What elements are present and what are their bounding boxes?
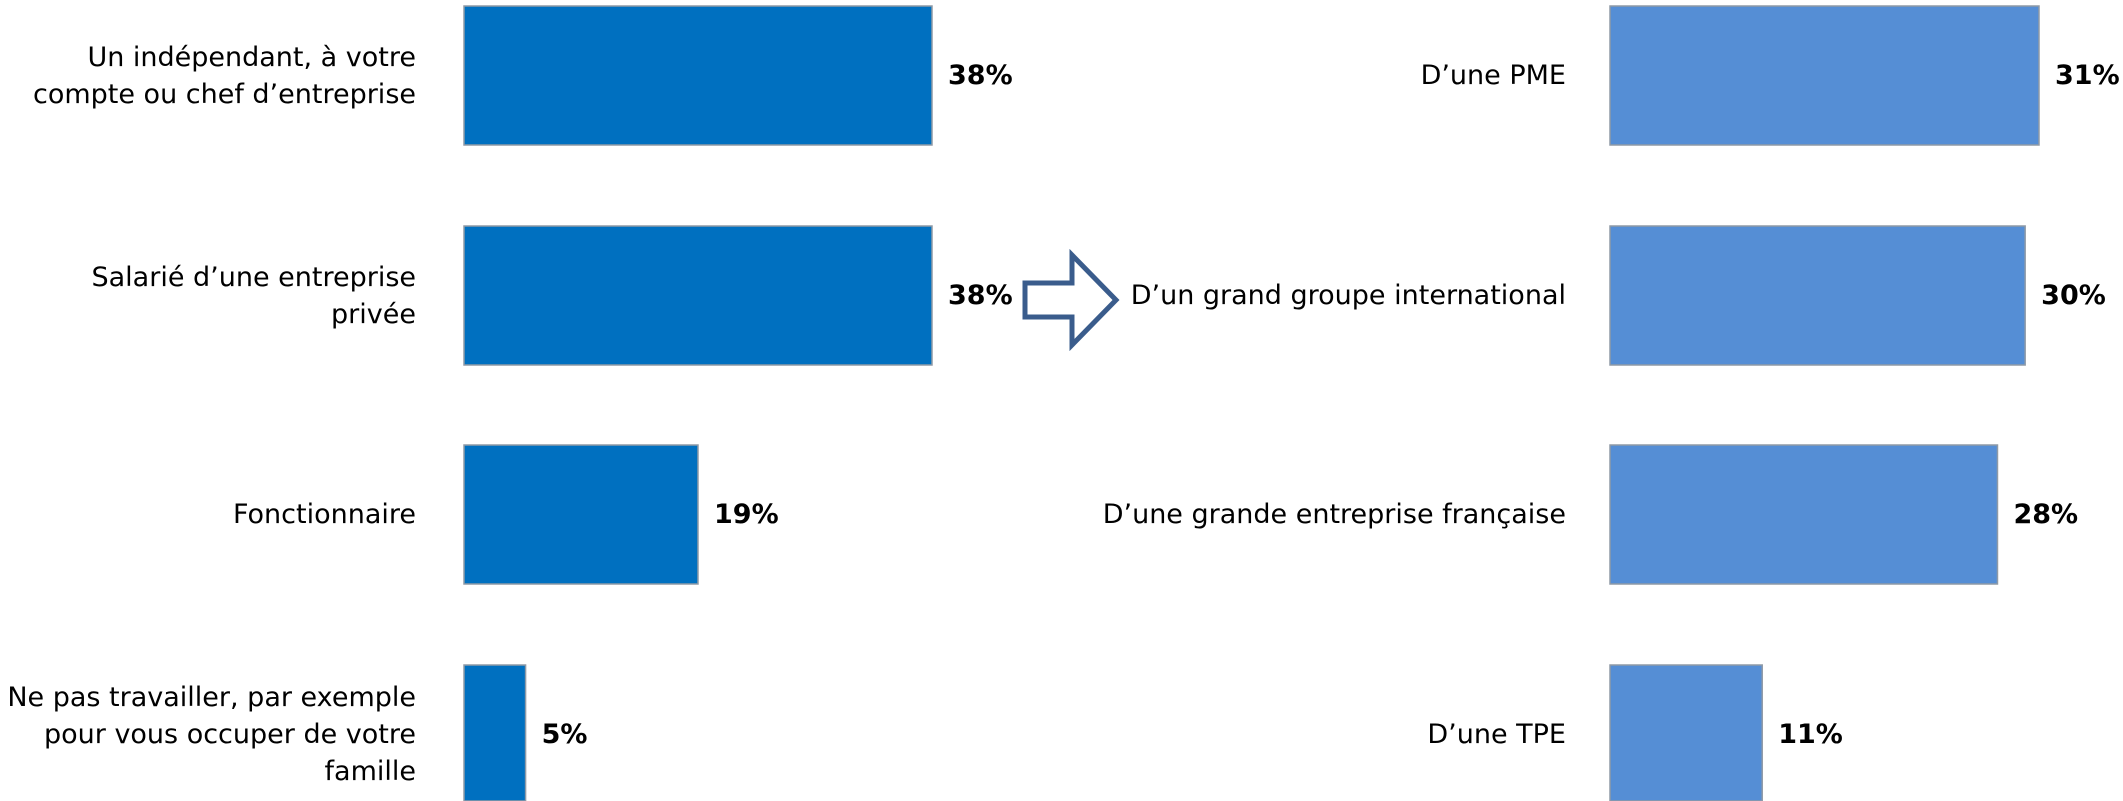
left-value-label-3: 5% bbox=[541, 719, 588, 750]
right-bar-1 bbox=[1609, 225, 2026, 366]
left-bar-1 bbox=[463, 225, 933, 366]
right-category-label-1: D’un grand groupe international bbox=[1130, 280, 1566, 311]
right-arrow-icon bbox=[1022, 248, 1120, 352]
right-value-label-1: 30% bbox=[2041, 280, 2106, 311]
right-value-label-2: 28% bbox=[2013, 499, 2079, 530]
left-category-label-3: Ne pas travailler, par exemple pour vous… bbox=[7, 682, 416, 787]
left-bar-2 bbox=[463, 444, 699, 585]
left-bar-0 bbox=[463, 5, 933, 146]
left-value-label-1: 38% bbox=[948, 280, 1013, 311]
left-value-label-2: 19% bbox=[714, 499, 779, 530]
right-value-label-0: 31% bbox=[2055, 60, 2120, 91]
right-category-label-3: D’une TPE bbox=[1427, 719, 1566, 750]
right-bar-2 bbox=[1609, 444, 1999, 585]
left-value-label-0: 38% bbox=[948, 60, 1013, 91]
right-category-label-2: D’une grande entreprise française bbox=[1102, 499, 1566, 530]
right-value-label-3: 11% bbox=[1778, 719, 1843, 750]
right-bar-0 bbox=[1609, 5, 2040, 146]
right-chart-bars bbox=[1609, 5, 2040, 801]
left-category-label-2: Fonctionnaire bbox=[232, 499, 416, 530]
left-category-label-0: Un indépendant, à votre compte ou chef d… bbox=[32, 41, 416, 110]
right-category-label-0: D’une PME bbox=[1420, 60, 1566, 91]
left-category-label-1: Salarié d’une entreprise privée bbox=[91, 261, 416, 330]
left-chart-bars bbox=[463, 5, 933, 801]
right-bar-3 bbox=[1609, 664, 1763, 801]
left-bar-3 bbox=[463, 664, 527, 801]
